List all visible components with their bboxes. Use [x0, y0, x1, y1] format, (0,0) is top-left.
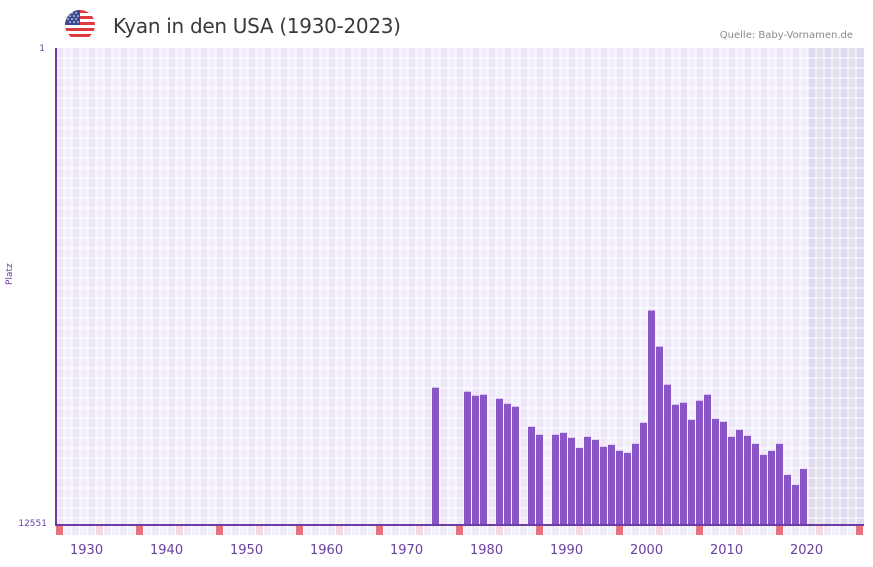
bar-1981 [480, 394, 487, 525]
bar-1996 [600, 446, 607, 525]
y-axis-label: Platz [5, 263, 15, 285]
bar-2016 [760, 454, 767, 525]
bar-1983 [496, 398, 503, 525]
bar-2006 [680, 402, 687, 525]
bar-1994 [584, 436, 591, 525]
x-tick-1980: 1980 [470, 543, 504, 558]
bar-2011 [720, 421, 727, 525]
x-tick-2010: 2010 [710, 543, 744, 558]
x-tick-1930: 1930 [70, 543, 104, 558]
bar-2018 [776, 443, 783, 525]
x-tick-1950: 1950 [230, 543, 264, 558]
plot-area [56, 48, 864, 525]
bar-2020 [792, 484, 799, 525]
bar-1988 [536, 434, 543, 525]
bar-2014 [744, 435, 751, 525]
bar-1979 [464, 391, 471, 525]
bar-2003 [656, 346, 663, 525]
y-tick-top: 1 [39, 44, 45, 54]
x-tick-1990: 1990 [550, 543, 584, 558]
bar-2000 [632, 443, 639, 525]
x-axis-line [55, 524, 864, 526]
y-tick-bottom: 12551 [18, 519, 47, 529]
bar-1992 [568, 437, 575, 525]
chart-title: Kyan in den USA (1930-2023) [113, 14, 401, 38]
us-flag-icon [65, 10, 95, 40]
bar-2013 [736, 429, 743, 525]
bar-2019 [784, 474, 791, 525]
x-tick-1940: 1940 [150, 543, 184, 558]
bar-2017 [768, 450, 775, 525]
bar-2012 [728, 436, 735, 525]
bar-2002 [648, 310, 655, 525]
bar-2015 [752, 443, 759, 525]
bar-2005 [672, 404, 679, 525]
bar-1993 [576, 447, 583, 525]
x-tick-2000: 2000 [630, 543, 664, 558]
bar-2021 [800, 468, 807, 525]
bar-1975 [432, 387, 439, 525]
bar-1990 [552, 434, 559, 525]
bar-2001 [640, 422, 647, 525]
x-tick-1960: 1960 [310, 543, 344, 558]
bar-2004 [664, 384, 671, 525]
bar-1995 [592, 439, 599, 525]
x-tick-1970: 1970 [390, 543, 424, 558]
year-marker-strip [56, 525, 863, 535]
bar-2008 [696, 400, 703, 525]
source-label: Quelle: Baby-Vornamen.de [719, 30, 853, 41]
bar-1998 [616, 450, 623, 525]
bar-1987 [528, 426, 535, 525]
bar-2010 [712, 418, 719, 525]
bar-2009 [704, 394, 711, 525]
x-axis-ticks: 1930 1940 1950 1960 1970 1980 1990 2000 2010 2020 [0, 543, 873, 563]
bar-1991 [560, 432, 567, 525]
bar-1980 [472, 395, 479, 525]
x-tick-2020: 2020 [790, 543, 824, 558]
bar-1985 [512, 406, 519, 525]
bar-1997 [608, 444, 615, 525]
bar-2007 [688, 419, 695, 525]
y-axis-line [55, 48, 57, 525]
bar-1999 [624, 452, 631, 525]
bar-1984 [504, 403, 511, 525]
